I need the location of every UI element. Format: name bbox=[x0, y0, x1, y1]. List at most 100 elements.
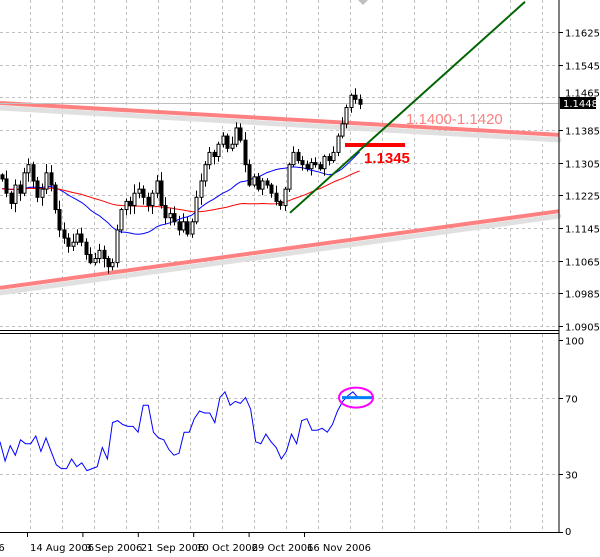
candle-bear bbox=[318, 164, 323, 170]
moving-averages bbox=[1, 1, 526, 235]
trendline-shadow bbox=[0, 105, 562, 143]
indicator-grid bbox=[0, 334, 559, 532]
candle-bull bbox=[260, 180, 265, 190]
candle-bear bbox=[269, 184, 274, 194]
candle-bear bbox=[238, 127, 243, 141]
highlight-ellipse bbox=[338, 386, 374, 409]
candle-bull bbox=[137, 188, 142, 194]
candle-bull bbox=[221, 135, 226, 145]
price-tick-label: 1.1385 bbox=[565, 127, 600, 138]
scroll-marker-icon bbox=[358, 0, 368, 5]
candle-bear bbox=[256, 176, 261, 190]
candle-bull bbox=[287, 164, 292, 190]
panel-frames bbox=[0, 0, 560, 533]
candle-bear bbox=[57, 209, 62, 231]
candle-bear bbox=[225, 135, 230, 149]
candle-bull bbox=[44, 172, 49, 190]
candle-bear bbox=[212, 151, 217, 157]
candle-bull bbox=[119, 209, 124, 231]
candle-bull bbox=[75, 233, 80, 243]
trendline-shadow bbox=[0, 213, 562, 296]
candle-bear bbox=[353, 94, 358, 100]
candle-bear bbox=[66, 237, 71, 247]
candle-bull bbox=[234, 127, 239, 145]
date-tick-label: 29 Oct 2006 bbox=[252, 543, 314, 554]
candle-bull bbox=[110, 262, 115, 268]
price-tick-label: 1.1625 bbox=[565, 29, 600, 40]
candle-bear bbox=[305, 164, 310, 170]
price-tick-label: 1.1465 bbox=[565, 89, 600, 100]
candle-bull bbox=[71, 241, 76, 247]
indicator-line bbox=[0, 386, 374, 472]
date-tick-label: 3 Sep 2006 bbox=[85, 543, 142, 554]
trend-line-upper-channel bbox=[0, 101, 560, 137]
trend-line-uptrend bbox=[289, 1, 526, 214]
candle-bear bbox=[84, 241, 89, 255]
date-tick-label: 06 bbox=[0, 543, 5, 554]
candle-bear bbox=[49, 172, 54, 186]
candle-bear bbox=[4, 178, 9, 194]
trend-line-lower-channel bbox=[0, 209, 560, 290]
candle-bull bbox=[150, 192, 155, 206]
indicator-tick-label: 0 bbox=[565, 527, 571, 538]
candle-bull bbox=[283, 188, 288, 206]
candle-bear bbox=[278, 200, 283, 206]
candle-bull bbox=[22, 172, 27, 194]
candle-bear bbox=[172, 213, 177, 223]
candle-bear bbox=[102, 249, 107, 260]
candle-bull bbox=[331, 151, 336, 162]
date-tick-label: 21 Sep 2006 bbox=[141, 543, 204, 554]
candle-bull bbox=[26, 164, 31, 174]
candle-bear bbox=[243, 139, 248, 166]
indicator-tick-label: 70 bbox=[565, 395, 578, 406]
candle-bear bbox=[296, 151, 301, 162]
candle-bear bbox=[88, 253, 93, 264]
moving-average-line bbox=[1, 151, 360, 235]
current-price-tag: 1.1448 bbox=[560, 97, 598, 110]
date-tick-label: 14 Aug 2006 bbox=[30, 543, 94, 554]
main-grid bbox=[0, 0, 559, 330]
trend-lines bbox=[0, 101, 560, 290]
annotations: 1.1400-1.1420 1.1345 bbox=[364, 111, 503, 167]
candles bbox=[0, 88, 363, 274]
candle-bull bbox=[207, 151, 212, 166]
candle-bear bbox=[106, 258, 111, 268]
candle-bear bbox=[9, 192, 14, 204]
candle-bull bbox=[190, 221, 195, 235]
candle-bull bbox=[40, 188, 45, 198]
resistance-zone-label: 1.1400-1.1420 bbox=[406, 111, 503, 128]
moving-average-line bbox=[1, 170, 360, 213]
support-level-label: 1.1345 bbox=[364, 150, 410, 167]
candle-bull bbox=[155, 180, 160, 194]
candle-bull bbox=[115, 229, 120, 264]
date-tick-label: 16 Nov 2006 bbox=[307, 543, 371, 554]
candle-bear bbox=[247, 164, 252, 186]
candle-bull bbox=[124, 200, 129, 211]
indicator-tick-label: 100 bbox=[565, 337, 584, 348]
candle-bear bbox=[31, 164, 36, 182]
price-tick-label: 1.0985 bbox=[565, 290, 600, 301]
candle-bull bbox=[344, 107, 349, 125]
price-tick-label: 1.1065 bbox=[565, 258, 600, 269]
candle-bull bbox=[322, 155, 327, 170]
price-tick-label: 1.1225 bbox=[565, 192, 600, 203]
candle-bear bbox=[274, 192, 279, 202]
candle-bull bbox=[309, 162, 314, 170]
candle-bear bbox=[128, 200, 133, 206]
candle-bear bbox=[358, 98, 363, 105]
price-axis: 1.1625 1.1545 1.1465 1.1385 1.1305 1.1225 1.11… bbox=[559, 29, 600, 334]
indicator-axis: 100 70 30 0 bbox=[559, 337, 584, 538]
candle-bull bbox=[168, 213, 173, 219]
current-price-value: 1.1448 bbox=[563, 99, 598, 110]
candle-bull bbox=[194, 196, 199, 223]
candle-bear bbox=[146, 196, 151, 206]
candle-bull bbox=[252, 176, 257, 186]
candle-bear bbox=[313, 162, 318, 166]
candle-bear bbox=[53, 184, 58, 211]
candle-bear bbox=[163, 204, 168, 219]
indicator-tick-label: 30 bbox=[565, 471, 578, 482]
price-tick-label: 1.1305 bbox=[565, 160, 600, 171]
price-tick-label: 1.1545 bbox=[565, 62, 600, 73]
date-tick-label: 10 Oct 2006 bbox=[196, 543, 258, 554]
